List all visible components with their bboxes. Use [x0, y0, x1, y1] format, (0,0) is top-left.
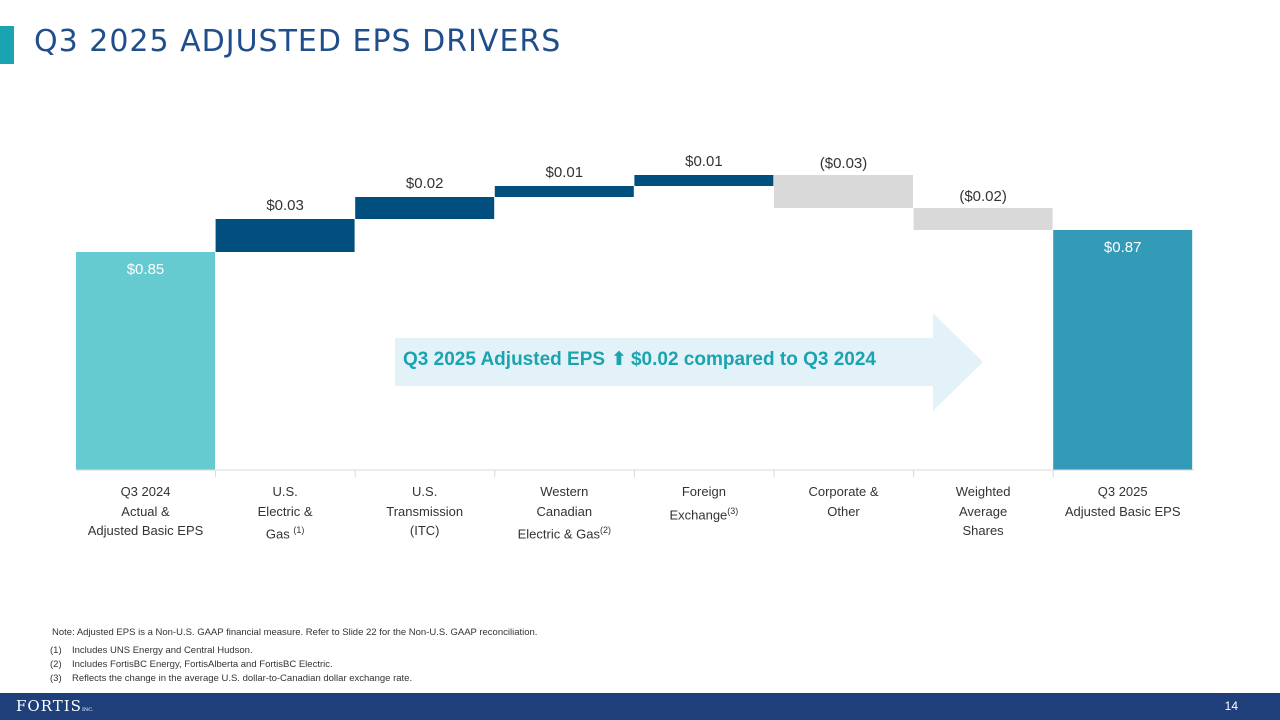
category-label-1: U.S. Electric & Gas (1) — [257, 484, 313, 542]
category-label-7: Q3 2025 Adjusted Basic EPS — [1064, 484, 1181, 519]
category-label-3: Western Canadian Electric & Gas(2) — [517, 484, 611, 542]
footnote: (3) Reflects the change in the average U.… — [50, 673, 413, 684]
data-label-2: $0.02 — [406, 175, 444, 192]
fortis-logo: FORTISINC. — [16, 697, 94, 715]
page-number: 14 — [1224, 699, 1238, 713]
bar-6 — [913, 208, 1053, 230]
bar-1 — [215, 219, 355, 252]
callout-text: Q3 2025 Adjusted EPS ⬆ $0.02 compared to Q… — [403, 348, 876, 371]
bar-2 — [355, 197, 495, 219]
bar-4 — [634, 175, 774, 186]
data-label-5: ($0.03) — [820, 155, 868, 172]
category-label-4: Foreign Exchange(3) — [669, 484, 739, 522]
callout-arrow — [395, 313, 983, 411]
data-label-0: $0.85 — [127, 261, 165, 278]
footnote: (2) Includes FortisBC Energy, FortisAlber… — [50, 659, 333, 670]
footnote: (1) Includes UNS Energy and Central Hudso… — [50, 645, 253, 656]
data-label-6: ($0.02) — [959, 188, 1007, 205]
page-title: Q3 2025 ADJUSTED EPS DRIVERS — [34, 24, 562, 59]
category-label-5: Corporate & Other — [808, 484, 879, 519]
notes-section: Note: Adjusted EPS is a Non-U.S. GAAP fi… — [50, 626, 537, 686]
title-accent-bar — [0, 26, 14, 64]
bar-7 — [1053, 230, 1193, 470]
callout-left-text: Q3 2025 Adjusted EPS — [403, 349, 606, 370]
bar-3 — [494, 186, 634, 197]
bar-5 — [774, 175, 913, 208]
data-label-7: $0.87 — [1104, 239, 1142, 256]
category-label-6: Weighted Average Shares — [955, 484, 1011, 538]
arrow-up-icon: ⬆ — [611, 349, 627, 370]
data-label-3: $0.01 — [546, 164, 584, 181]
data-label-1: $0.03 — [266, 197, 304, 214]
category-label-2: U.S. Transmission (ITC) — [386, 484, 464, 538]
waterfall-chart: $0.85 $0.03 $0.02 $0.01 $0.01 ($0.03) ($0.02) $… — [76, 153, 1194, 477]
callout-right-text: $0.02 compared to Q3 2024 — [630, 349, 876, 370]
data-label-4: $0.01 — [685, 153, 723, 170]
category-label-0: Q3 2024 Actual & Adjusted Basic EPS — [87, 484, 204, 538]
bar-0 — [76, 252, 215, 470]
note-text: Note: Adjusted EPS is a Non-U.S. GAAP fi… — [52, 627, 538, 638]
footer-bar: FORTISINC. 14 — [0, 693, 1280, 720]
